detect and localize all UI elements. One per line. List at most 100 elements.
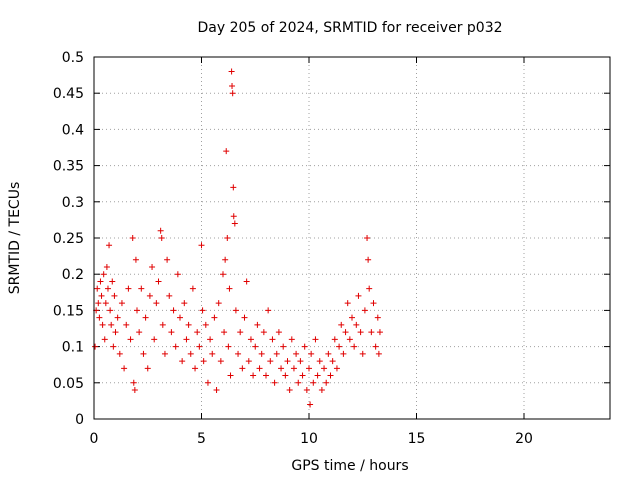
data-point	[229, 90, 236, 97]
data-point	[278, 365, 285, 372]
data-point	[286, 387, 293, 394]
data-point	[344, 300, 351, 307]
data-point	[211, 314, 218, 321]
data-point	[375, 350, 382, 357]
data-point	[235, 350, 242, 357]
data-point	[245, 358, 252, 365]
data-point	[109, 278, 116, 285]
data-point	[116, 350, 123, 357]
data-point	[306, 365, 312, 372]
data-point	[288, 336, 295, 343]
data-point	[177, 314, 183, 321]
data-points	[92, 68, 383, 408]
data-point	[95, 300, 102, 307]
data-point	[364, 235, 371, 241]
data-point	[368, 329, 375, 336]
data-point	[118, 300, 125, 307]
data-point	[187, 350, 194, 357]
data-point	[254, 321, 261, 328]
grid-lines	[94, 57, 610, 419]
data-point	[94, 285, 101, 292]
x-axis-label: GPS time / hours	[291, 458, 408, 474]
data-point	[275, 329, 282, 336]
data-point	[243, 278, 250, 285]
data-point	[132, 256, 139, 263]
x-tick-label: 5	[197, 431, 206, 447]
data-point	[232, 307, 239, 314]
data-point	[185, 321, 192, 328]
data-point	[213, 387, 220, 394]
data-point	[297, 358, 304, 365]
data-point	[312, 336, 319, 343]
data-point	[200, 358, 207, 365]
data-point	[158, 235, 165, 241]
data-point	[237, 329, 244, 336]
data-point	[252, 343, 259, 350]
data-point	[172, 343, 179, 350]
data-point	[331, 336, 338, 343]
data-point	[228, 68, 235, 75]
data-point	[127, 336, 134, 343]
data-point	[123, 321, 130, 328]
data-point	[323, 379, 330, 386]
data-point	[310, 379, 317, 386]
data-point	[102, 300, 109, 307]
data-point	[346, 336, 353, 343]
y-tick-label: 0.05	[53, 376, 84, 392]
data-point	[164, 256, 171, 263]
data-point	[353, 321, 360, 328]
data-point	[342, 329, 349, 336]
data-point	[111, 292, 118, 299]
data-point	[142, 314, 149, 321]
data-point	[355, 292, 362, 299]
data-point	[97, 278, 104, 285]
data-point	[260, 329, 267, 336]
data-point	[196, 343, 203, 350]
data-point	[231, 220, 238, 227]
y-tick-label: 0.15	[53, 303, 84, 319]
data-point	[241, 314, 248, 321]
data-point	[103, 263, 110, 270]
plot-frame	[93, 56, 611, 420]
data-point	[101, 336, 108, 343]
data-point	[301, 343, 308, 350]
data-point	[215, 300, 222, 307]
data-point	[273, 350, 280, 357]
y-tick-label: 0.1	[62, 340, 84, 356]
data-point	[146, 292, 153, 299]
data-point	[265, 307, 272, 314]
data-point	[374, 314, 381, 321]
data-point	[351, 343, 358, 350]
data-point	[106, 242, 113, 249]
data-point	[321, 365, 328, 372]
data-point	[130, 379, 137, 386]
x-tick-label: 0	[90, 431, 99, 447]
data-point	[226, 285, 233, 292]
chart-title: Day 205 of 2024, SRMTID for receiver p03…	[197, 20, 502, 36]
data-point	[144, 365, 151, 372]
data-point	[250, 372, 257, 379]
y-tick-label: 0.5	[62, 50, 84, 66]
data-point	[99, 321, 106, 328]
data-point	[258, 350, 265, 357]
data-point	[303, 387, 310, 394]
data-point	[271, 379, 278, 386]
y-tick-label: 0.3	[62, 195, 84, 211]
data-point	[284, 358, 291, 365]
data-point	[114, 314, 121, 321]
data-point	[136, 329, 143, 336]
data-point	[131, 387, 138, 394]
data-point	[92, 343, 99, 350]
data-point	[308, 350, 315, 357]
data-point	[155, 278, 162, 285]
data-point	[247, 336, 254, 343]
data-point	[280, 343, 287, 350]
data-point	[340, 350, 347, 357]
data-point	[365, 256, 372, 263]
data-point	[230, 184, 237, 191]
axis-ticks	[93, 56, 610, 420]
data-point	[98, 292, 105, 299]
data-point	[372, 343, 379, 350]
data-point	[267, 358, 274, 365]
